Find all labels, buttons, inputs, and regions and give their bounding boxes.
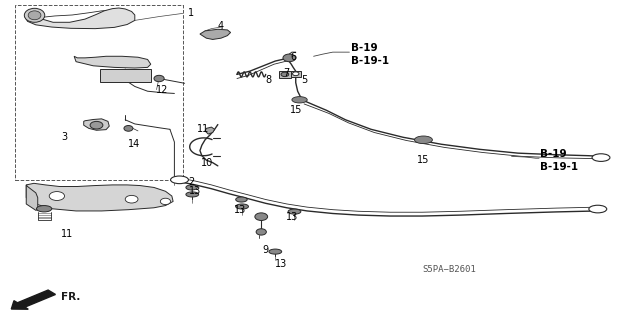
Text: 9: 9	[262, 245, 269, 255]
Text: 13: 13	[286, 212, 298, 222]
Ellipse shape	[281, 72, 289, 77]
Text: 4: 4	[218, 21, 224, 31]
Ellipse shape	[292, 97, 307, 103]
Text: 11: 11	[61, 229, 74, 239]
Text: FR.: FR.	[61, 292, 81, 302]
Bar	[279, 71, 291, 78]
Ellipse shape	[283, 54, 296, 62]
Ellipse shape	[415, 136, 433, 144]
Text: 13: 13	[275, 259, 287, 269]
Ellipse shape	[288, 209, 301, 214]
Text: 6: 6	[290, 52, 296, 62]
Ellipse shape	[236, 197, 247, 202]
Text: 12: 12	[156, 85, 168, 95]
Ellipse shape	[154, 75, 164, 82]
Text: B-19
B-19-1: B-19 B-19-1	[540, 149, 579, 172]
Bar	[15, 5, 182, 180]
Ellipse shape	[28, 11, 41, 20]
Text: 3: 3	[61, 132, 67, 142]
Polygon shape	[26, 183, 173, 211]
Polygon shape	[26, 185, 38, 210]
Polygon shape	[25, 8, 135, 29]
Text: 15: 15	[417, 155, 429, 165]
FancyArrow shape	[12, 290, 56, 309]
Polygon shape	[74, 56, 151, 68]
Ellipse shape	[186, 185, 197, 190]
Bar	[100, 69, 151, 82]
Text: S5PA−B2601: S5PA−B2601	[422, 264, 476, 274]
Text: 13: 13	[234, 205, 246, 215]
Text: 5: 5	[301, 75, 307, 85]
Ellipse shape	[171, 176, 188, 184]
Ellipse shape	[255, 213, 268, 220]
Ellipse shape	[124, 125, 133, 131]
Ellipse shape	[24, 8, 45, 22]
Ellipse shape	[90, 122, 103, 129]
Text: 14: 14	[129, 139, 141, 149]
Text: 10: 10	[200, 158, 213, 168]
Text: 2: 2	[188, 177, 194, 187]
Text: 7: 7	[283, 68, 289, 78]
Ellipse shape	[36, 205, 52, 212]
Bar	[291, 71, 301, 77]
Ellipse shape	[589, 205, 607, 213]
Text: 11: 11	[197, 124, 210, 134]
Text: 13: 13	[189, 186, 202, 196]
Ellipse shape	[292, 72, 299, 76]
Ellipse shape	[161, 198, 171, 204]
Polygon shape	[205, 127, 214, 134]
Ellipse shape	[269, 249, 282, 254]
Text: 8: 8	[266, 75, 272, 85]
Polygon shape	[84, 119, 109, 130]
Ellipse shape	[256, 229, 266, 235]
Ellipse shape	[592, 154, 610, 161]
Ellipse shape	[49, 192, 65, 200]
Ellipse shape	[186, 192, 198, 197]
Text: B-19
B-19-1: B-19 B-19-1	[351, 43, 388, 66]
Ellipse shape	[125, 196, 138, 203]
Text: 1: 1	[188, 8, 194, 19]
Ellipse shape	[236, 204, 248, 209]
Text: 15: 15	[290, 105, 302, 115]
Polygon shape	[200, 29, 230, 40]
